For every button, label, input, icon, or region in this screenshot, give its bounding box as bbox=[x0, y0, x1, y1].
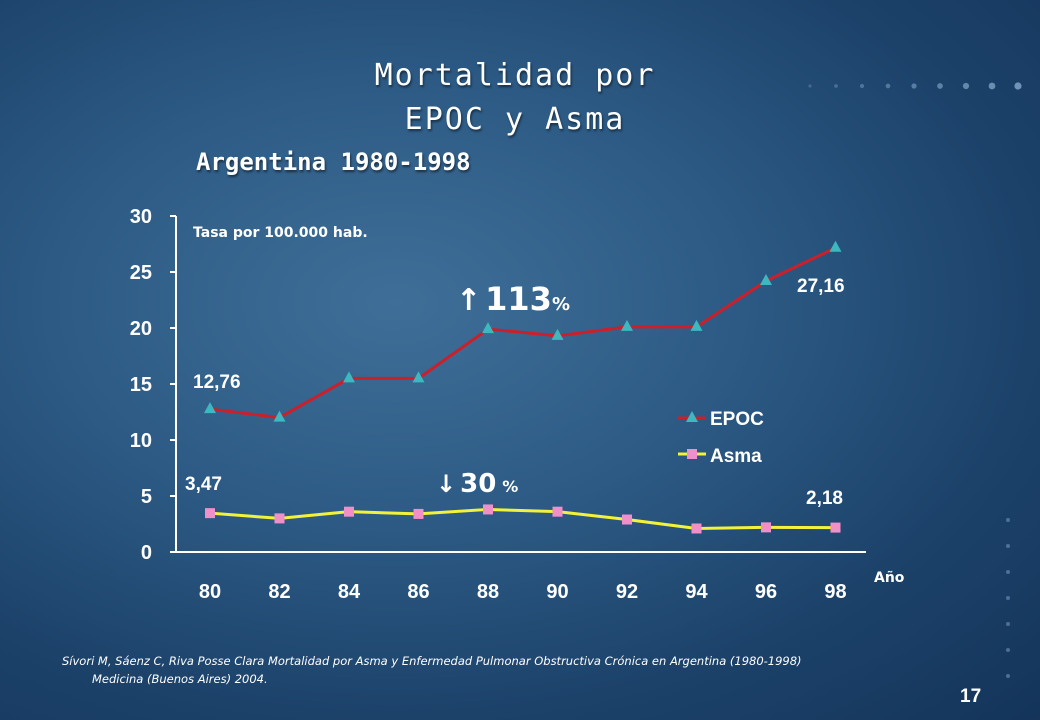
annotation-epoc-change: ↑ 113% bbox=[456, 280, 570, 318]
data-point-asma bbox=[830, 522, 841, 533]
data-label-asma-start: 3,47 bbox=[185, 474, 222, 495]
x-tick-label: 96 bbox=[755, 581, 777, 603]
slide-title-line1: Mortalidad por bbox=[374, 58, 656, 93]
data-point-asma bbox=[274, 513, 285, 524]
data-point-epoc bbox=[343, 371, 355, 383]
y-tick-label: 10 bbox=[130, 430, 152, 452]
data-label-asma-end: 2,18 bbox=[806, 488, 843, 509]
x-tick-label: 82 bbox=[268, 581, 290, 603]
data-point-asma bbox=[552, 506, 563, 517]
y-tick-label: 20 bbox=[130, 318, 152, 340]
data-point-epoc bbox=[273, 410, 286, 422]
x-tick-label: 92 bbox=[616, 581, 638, 603]
data-label-epoc-start: 12,76 bbox=[193, 372, 241, 393]
data-point-asma bbox=[205, 508, 215, 519]
legend-asma-marker bbox=[687, 449, 697, 459]
data-point-asma bbox=[483, 504, 493, 515]
x-tick-label: 88 bbox=[477, 581, 499, 603]
data-point-epoc bbox=[690, 319, 703, 331]
data-point-asma bbox=[413, 508, 424, 519]
data-point-epoc bbox=[760, 273, 772, 285]
chart-legend: EPOC Asma bbox=[678, 409, 764, 467]
x-tick-label: 86 bbox=[407, 581, 429, 603]
y-tick-label: 15 bbox=[130, 374, 152, 396]
data-point-asma bbox=[691, 523, 702, 534]
y-tick-label: 30 bbox=[130, 206, 152, 228]
chart-axes bbox=[175, 216, 866, 553]
data-point-epoc bbox=[482, 322, 494, 334]
citation-line2: Medicina (Buenos Aires) 2004. bbox=[92, 672, 268, 686]
data-point-epoc bbox=[621, 319, 633, 331]
x-tick-label: 84 bbox=[338, 581, 361, 603]
x-axis-label: Año bbox=[874, 570, 905, 586]
data-label-epoc-end: 27,16 bbox=[797, 276, 845, 297]
legend-asma-label: Asma bbox=[710, 446, 762, 467]
up-arrow-icon: ↑ bbox=[456, 283, 481, 318]
y-tick-label: 5 bbox=[141, 486, 152, 508]
down-arrow-icon: ↓ bbox=[436, 470, 456, 498]
data-point-epoc bbox=[551, 328, 564, 340]
data-point-asma bbox=[344, 506, 354, 517]
annotation-asma-change: ↓ 30% bbox=[436, 469, 518, 499]
slide-subtitle: Argentina 1980-1998 bbox=[196, 148, 471, 176]
data-point-epoc bbox=[829, 240, 842, 252]
x-tick-label: 98 bbox=[824, 581, 846, 603]
legend-epoc-marker bbox=[686, 411, 698, 422]
data-point-epoc bbox=[412, 371, 425, 383]
chart-series bbox=[204, 240, 842, 534]
data-point-asma bbox=[761, 522, 771, 533]
y-tick-labels: 0 5 10 15 20 25 30 bbox=[130, 206, 176, 564]
series-line-epoc bbox=[209, 246, 837, 420]
x-tick-label: 90 bbox=[546, 581, 568, 603]
data-point-epoc bbox=[204, 402, 216, 414]
data-point-asma bbox=[622, 514, 632, 525]
page-number: 17 bbox=[960, 686, 982, 707]
y-tick-label: 25 bbox=[130, 262, 152, 284]
x-tick-label: 94 bbox=[685, 581, 708, 603]
y-axis-label: Tasa por 100.000 hab. bbox=[193, 225, 368, 241]
legend-epoc-label: EPOC bbox=[710, 409, 764, 430]
citation: Sívori M, Sáenz C, Riva Posse Clara Mort… bbox=[62, 652, 1022, 688]
y-tick-label: 0 bbox=[141, 542, 152, 564]
x-tick-labels: 80 82 84 86 88 90 92 94 96 98 bbox=[199, 581, 847, 603]
citation-line1: Sívori M, Sáenz C, Riva Posse Clara Mort… bbox=[62, 654, 802, 668]
x-tick-label: 80 bbox=[199, 581, 221, 603]
slide-title-line2: EPOC y Asma bbox=[404, 102, 626, 137]
series-line-asma bbox=[209, 507, 836, 530]
